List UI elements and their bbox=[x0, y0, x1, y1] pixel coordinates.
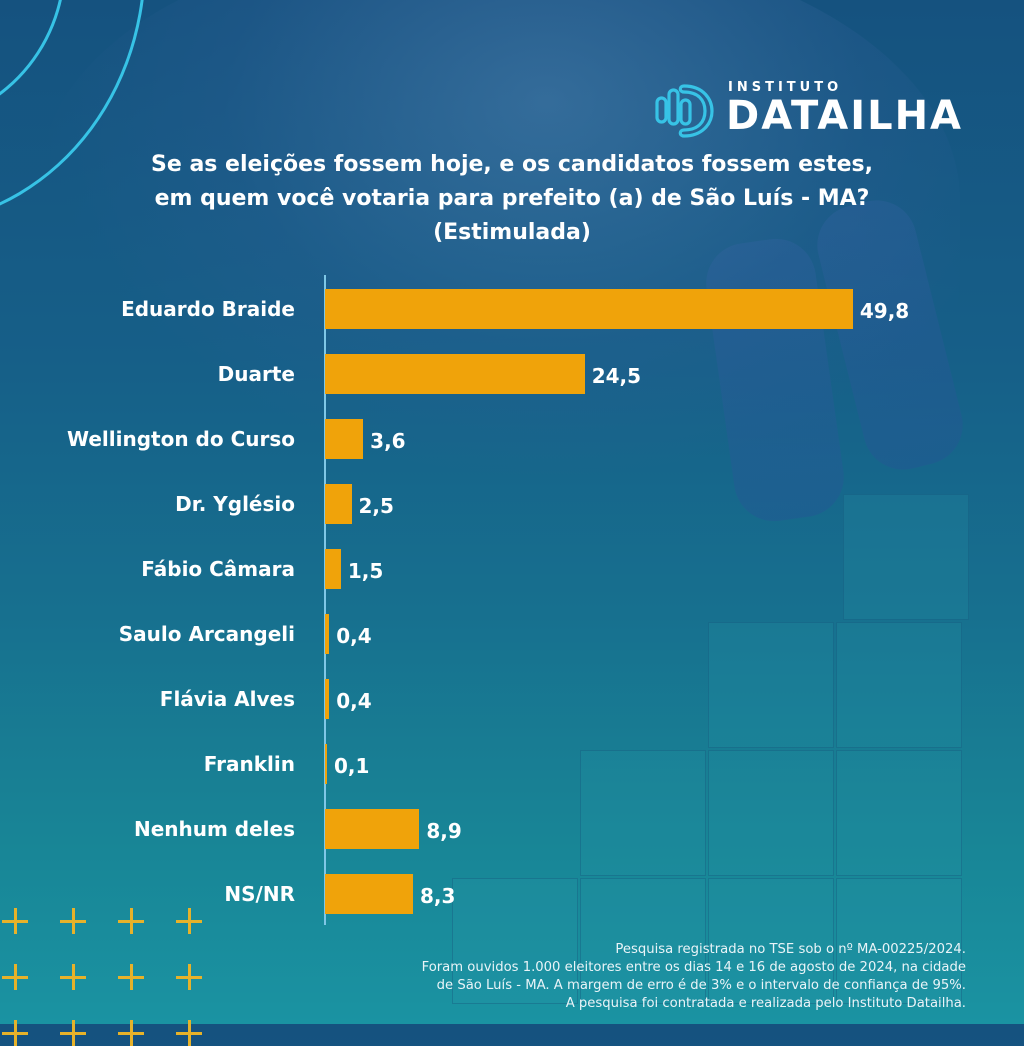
value-label: 1,5 bbox=[347, 559, 384, 583]
methodology-note: Pesquisa registrada no TSE sob o nº MA-0… bbox=[422, 941, 966, 1013]
value-label: 0,4 bbox=[336, 689, 372, 713]
value-label: 8,3 bbox=[419, 884, 456, 908]
bar-row: Saulo Arcangeli 0,4 bbox=[0, 614, 1024, 654]
category-label: Eduardo Braide bbox=[121, 297, 295, 321]
bar bbox=[325, 549, 341, 589]
value-label: 49,8 bbox=[859, 299, 910, 323]
value-label: 3,6 bbox=[370, 429, 406, 453]
bar bbox=[325, 679, 330, 719]
bar-row: Franklin 0,1 bbox=[0, 744, 1024, 784]
title-line: Se as eleições fossem hoje, e os candida… bbox=[151, 152, 873, 177]
category-label: Wellington do Curso bbox=[67, 427, 295, 451]
bar bbox=[325, 809, 420, 849]
category-label: Duarte bbox=[217, 362, 295, 386]
bar bbox=[325, 354, 585, 394]
value-label: 0,4 bbox=[336, 624, 372, 648]
y-axis-line bbox=[324, 275, 326, 925]
brand-logo: INSTITUTO DATAILHA bbox=[654, 80, 984, 144]
title-line: (Estimulada) bbox=[433, 220, 591, 245]
category-label: Dr. Yglésio bbox=[175, 492, 295, 516]
plus-icon bbox=[176, 964, 202, 990]
decorative-arc bbox=[0, 0, 66, 126]
bar bbox=[325, 874, 413, 914]
category-label: Saulo Arcangeli bbox=[118, 622, 295, 646]
footer-line: A pesquisa foi contratada e realizada pe… bbox=[565, 996, 966, 1011]
category-label: Fábio Câmara bbox=[141, 557, 295, 581]
chart-title: Se as eleições fossem hoje, e os candida… bbox=[60, 148, 964, 250]
value-label: 0,1 bbox=[334, 754, 370, 778]
value-label: 8,9 bbox=[426, 819, 462, 843]
footer-line: de São Luís - MA. A margem de erro é de … bbox=[436, 978, 966, 993]
brand-name: DATAILHA bbox=[726, 93, 963, 139]
bar bbox=[325, 419, 364, 459]
sound-wave-logo-icon bbox=[655, 84, 714, 138]
category-label: Flávia Alves bbox=[159, 687, 295, 711]
bar-row: Nenhum deles 8,9 bbox=[0, 809, 1024, 849]
title-line: em quem você votaria para prefeito (a) d… bbox=[154, 186, 870, 211]
value-label: 2,5 bbox=[358, 494, 394, 518]
plus-icon bbox=[60, 964, 86, 990]
brand-small-text: INSTITUTO bbox=[728, 80, 843, 95]
footer-line: Pesquisa registrada no TSE sob o nº MA-0… bbox=[615, 942, 966, 957]
bar-row: Wellington do Curso 3,6 bbox=[0, 419, 1024, 459]
value-label: 24,5 bbox=[591, 364, 642, 388]
bar-row: NS/NR 8,3 bbox=[0, 874, 1024, 914]
bar-chart: Eduardo Braide 49,8 Duarte 24,5 Wellington d… bbox=[0, 270, 1024, 940]
plus-icon bbox=[2, 964, 28, 990]
bar-row: Flávia Alves 0,4 bbox=[0, 679, 1024, 719]
category-label: NS/NR bbox=[224, 882, 295, 906]
plus-icon bbox=[118, 964, 144, 990]
bar bbox=[325, 484, 352, 524]
bar-row: Dr. Yglésio 2,5 bbox=[0, 484, 1024, 524]
footer-line: Foram ouvidos 1.000 eleitores entre os d… bbox=[421, 960, 966, 975]
bar bbox=[325, 289, 853, 329]
bar-row: Eduardo Braide 49,8 bbox=[0, 289, 1024, 329]
bar bbox=[325, 744, 327, 784]
bar-row: Fábio Câmara 1,5 bbox=[0, 549, 1024, 589]
bar-row: Duarte 24,5 bbox=[0, 354, 1024, 394]
category-label: Nenhum deles bbox=[133, 817, 295, 841]
bar bbox=[325, 614, 330, 654]
category-label: Franklin bbox=[203, 752, 295, 776]
